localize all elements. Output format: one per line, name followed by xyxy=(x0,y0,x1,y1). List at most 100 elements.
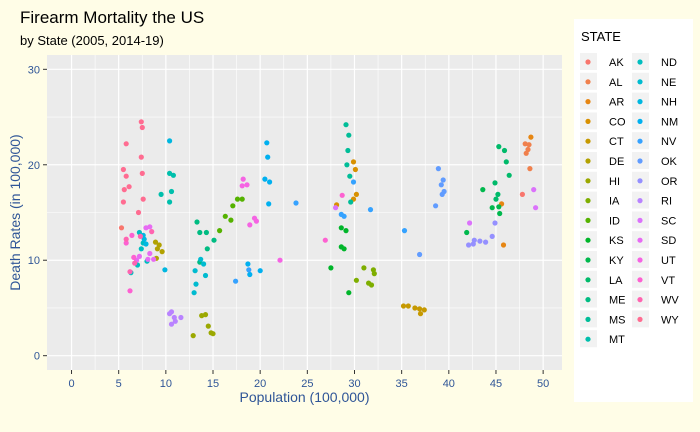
data-point-mt xyxy=(167,199,173,205)
data-point-sc xyxy=(467,220,473,226)
data-point-co xyxy=(353,191,359,197)
x-tick-label: 40 xyxy=(443,378,455,390)
data-point-wv xyxy=(137,233,143,239)
data-point-wy xyxy=(140,196,146,202)
data-point-sc xyxy=(333,205,339,211)
data-point-ks xyxy=(338,225,344,231)
x-tick-label: 25 xyxy=(301,378,313,390)
data-point-nh xyxy=(167,138,173,144)
legend-key-ia xyxy=(585,198,591,204)
x-tick-label: 10 xyxy=(160,378,172,390)
legend-key-ak xyxy=(585,59,591,65)
data-point-la xyxy=(492,180,498,186)
legend-label-nv: NV xyxy=(661,136,677,148)
legend-title: STATE xyxy=(581,29,621,44)
data-point-id xyxy=(222,213,228,219)
x-tick-label: 50 xyxy=(537,378,549,390)
data-point-me xyxy=(204,246,210,252)
data-point-nm xyxy=(265,154,271,160)
data-point-mt xyxy=(158,191,164,197)
data-point-nm xyxy=(264,140,270,146)
legend-label-vt: VT xyxy=(661,275,675,287)
x-tick-label: 5 xyxy=(116,378,122,390)
data-point-ne xyxy=(198,256,204,262)
data-point-wy xyxy=(138,154,144,160)
legend-label-ut: UT xyxy=(661,255,676,267)
y-tick-label: 20 xyxy=(28,160,40,172)
legend-key-co xyxy=(585,118,591,124)
data-point-mt xyxy=(170,172,176,178)
data-point-al xyxy=(526,142,532,148)
data-point-hi xyxy=(205,323,211,329)
data-point-wy xyxy=(121,187,127,193)
grid-lines xyxy=(47,55,562,370)
legend-label-nh: NH xyxy=(661,97,677,109)
data-point-ky xyxy=(489,205,495,211)
data-point-sc xyxy=(533,205,539,211)
data-point-nv xyxy=(233,278,239,284)
data-point-ks xyxy=(341,246,347,252)
data-point-or xyxy=(466,242,472,248)
data-point-ne xyxy=(191,290,197,296)
data-point-ks xyxy=(346,290,352,296)
legend-label-sc: SC xyxy=(661,215,676,227)
data-point-me xyxy=(211,237,217,243)
data-point-ne xyxy=(202,272,209,279)
data-point-vt xyxy=(123,240,129,246)
data-point-wy xyxy=(123,141,129,147)
legend-label-ms: MS xyxy=(609,314,626,326)
data-point-sd xyxy=(151,256,157,262)
data-point-ks xyxy=(343,228,349,234)
data-point-wv xyxy=(127,269,133,275)
legend-key-nd xyxy=(637,59,643,65)
data-point-or xyxy=(483,239,489,245)
legend-key-or xyxy=(637,178,643,184)
data-point-la xyxy=(496,144,502,150)
data-point-ia xyxy=(361,265,367,271)
data-point-de xyxy=(156,242,162,248)
data-point-nm xyxy=(257,268,263,274)
data-point-hi xyxy=(210,331,216,337)
data-point-wy xyxy=(138,119,144,125)
data-point-vt xyxy=(129,232,135,238)
data-point-or xyxy=(470,241,476,247)
data-point-al xyxy=(523,150,529,156)
x-tick-label: 30 xyxy=(348,378,360,390)
data-point-ia xyxy=(353,277,359,283)
data-point-ky xyxy=(497,210,503,217)
legend-key-vt xyxy=(637,277,643,283)
data-point-ct xyxy=(417,306,423,312)
data-point-ct xyxy=(400,303,407,309)
data-point-vt xyxy=(339,192,345,198)
data-point-ks xyxy=(328,265,334,271)
data-point-wy xyxy=(120,166,126,173)
data-point-or xyxy=(477,238,483,244)
legend-key-ut xyxy=(637,257,643,263)
legend-key-ne xyxy=(637,79,643,85)
legend-key-nv xyxy=(637,138,643,144)
legend-key-mt xyxy=(585,336,591,342)
data-point-nd xyxy=(138,246,144,252)
chart-title: Firearm Mortality the US xyxy=(20,8,204,27)
x-axis-label: Population (100,000) xyxy=(240,389,370,405)
legend-label-la: LA xyxy=(609,275,623,287)
data-point-ut xyxy=(253,218,259,224)
data-point-nh xyxy=(143,241,149,247)
data-point-sc xyxy=(531,187,537,193)
y-tick-label: 10 xyxy=(28,255,40,267)
y-axis: 0 10 20 30 xyxy=(28,64,47,363)
y-tick-label: 30 xyxy=(28,64,40,76)
data-point-ok xyxy=(435,166,441,172)
data-point-ut xyxy=(240,176,246,182)
legend-key-ct xyxy=(585,138,591,144)
data-point-ne xyxy=(192,268,198,274)
data-point-al xyxy=(527,166,533,172)
legend-key-de xyxy=(585,158,591,164)
data-point-wy xyxy=(135,209,142,216)
legend-key-ms xyxy=(585,316,591,322)
data-point-wy xyxy=(123,173,129,179)
data-point-ct xyxy=(421,307,427,313)
data-point-ak xyxy=(118,225,125,231)
data-point-or xyxy=(489,233,495,239)
data-point-ms xyxy=(343,122,349,128)
